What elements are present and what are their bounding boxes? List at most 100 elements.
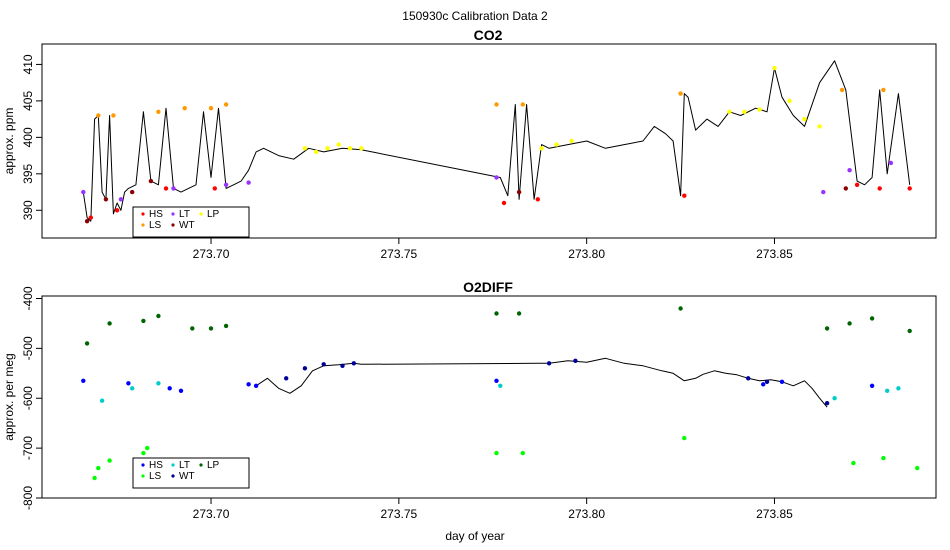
co2-point-lp <box>325 146 330 151</box>
o2diff-point-hs <box>761 382 766 387</box>
o2diff-x-tick-label: 273.80 <box>568 507 605 521</box>
co2-point-hs <box>535 197 540 202</box>
o2diff-point-hs <box>178 388 184 393</box>
o2diff-x-tick-label: 273.70 <box>193 507 230 521</box>
o2diff-legend-label: HS <box>149 460 163 471</box>
o2diff-y-tick-label: -800 <box>21 486 35 510</box>
co2-point-lt <box>888 160 894 166</box>
o2diff-legend-label: WT <box>179 471 195 482</box>
co2-point-lp <box>314 149 319 155</box>
o2diff-point-ls <box>141 450 146 456</box>
o2diff-point-lp <box>907 328 912 334</box>
o2diff-point-lp <box>847 321 852 326</box>
co2-point-lp <box>742 109 747 115</box>
co2-point-lp <box>359 146 364 151</box>
co2-x-tick-label: 273.85 <box>756 247 793 261</box>
o2diff-point-lt <box>156 381 161 386</box>
o2diff-point-hs <box>494 378 499 383</box>
co2-x-tick-label: 273.80 <box>568 247 605 261</box>
co2-legend-swatch <box>141 223 145 227</box>
o2diff-point-wt <box>351 361 356 366</box>
o2diff-point-wt <box>546 361 552 366</box>
co2-y-tick-label: 390 <box>21 200 35 220</box>
o2diff-point-lp <box>516 311 522 316</box>
co2-point-wt <box>130 189 135 195</box>
co2-point-lp <box>757 107 762 112</box>
co2-point-lp <box>727 109 732 115</box>
co2-point-wt <box>516 189 522 195</box>
figure-title: 150930c Calibration Data 2 <box>402 9 548 23</box>
co2-point-ls <box>520 102 525 107</box>
o2diff-legend-label: LP <box>207 460 220 471</box>
o2diff-y-tick-label: -500 <box>21 336 35 360</box>
co2-point-lp <box>787 98 792 104</box>
co2-plot-frame <box>41 43 937 239</box>
co2-point-lp <box>772 65 777 71</box>
co2-point-hs <box>88 215 94 220</box>
o2diff-plot-frame <box>41 295 937 499</box>
co2-point-ls <box>839 87 845 93</box>
o2diff-legend-swatch <box>171 463 175 467</box>
o2diff-point-wt <box>302 366 308 371</box>
co2-point-lt <box>171 186 176 191</box>
co2-legend-label: WT <box>179 220 195 231</box>
co2-point-lt <box>821 189 826 195</box>
o2diff-y-tick-label: -400 <box>21 286 35 310</box>
co2-point-lp <box>569 138 574 144</box>
co2-x-tick-label: 273.75 <box>380 247 417 261</box>
co2-point-lt <box>223 182 229 187</box>
o2diff-point-lp <box>208 326 214 331</box>
o2diff-point-wt <box>321 362 326 367</box>
co2-y-tick-label: 410 <box>21 54 35 74</box>
co2-point-lt <box>246 180 251 185</box>
o2diff-legend-swatch <box>141 474 145 478</box>
co2-legend-swatch <box>141 212 145 216</box>
o2diff-point-lt <box>130 386 135 391</box>
co2-point-ls <box>208 106 214 111</box>
o2diff-point-ls <box>92 475 97 481</box>
o2diff-point-ls <box>520 450 525 456</box>
o2diff-point-lp <box>84 341 90 346</box>
o2diff-y-tick-label: -700 <box>21 436 35 460</box>
o2diff-point-lp <box>678 306 683 311</box>
co2-legend-label: LT <box>179 209 190 220</box>
co2-legend-swatch <box>199 212 203 216</box>
o2diff-point-lp <box>223 323 229 329</box>
o2diff-legend-swatch <box>199 463 203 467</box>
o2diff-panel-title: O2DIFF <box>463 279 513 295</box>
o2diff-point-lt <box>498 383 503 388</box>
co2-point-lp <box>336 142 341 147</box>
o2diff-point-lt <box>99 398 105 403</box>
o2diff-point-ls <box>107 458 112 463</box>
co2-point-ls <box>223 102 229 107</box>
o2diff-point-hs <box>167 386 172 391</box>
co2-point-lp <box>817 124 822 129</box>
co2-legend-swatch <box>171 223 175 227</box>
o2diff-point-lp <box>869 316 875 321</box>
co2-point-ls <box>678 91 683 96</box>
o2diff-point-hs <box>246 382 251 387</box>
co2-point-hs <box>114 208 120 213</box>
co2-legend-label: HS <box>149 209 163 220</box>
co2-point-lp <box>302 146 308 151</box>
co2-point-hs <box>163 186 169 191</box>
o2diff-point-wt <box>824 401 830 406</box>
co2-point-lt <box>847 168 852 173</box>
co2-x-tick-label: 273.70 <box>193 247 230 261</box>
o2diff-point-hs <box>253 383 259 388</box>
o2diff-legend-label: LT <box>179 460 190 471</box>
o2diff-point-lp <box>190 326 195 331</box>
o2diff-point-ls <box>915 465 920 471</box>
x-axis-label: day of year <box>445 529 504 543</box>
co2-point-ls <box>111 113 116 118</box>
o2diff-x-tick-label: 273.75 <box>380 507 417 521</box>
co2-point-lp <box>347 146 353 151</box>
co2-point-lp <box>554 142 559 147</box>
o2diff-point-lp <box>494 311 499 316</box>
co2-point-lt <box>81 189 86 195</box>
co2-legend-label: LP <box>207 209 220 220</box>
